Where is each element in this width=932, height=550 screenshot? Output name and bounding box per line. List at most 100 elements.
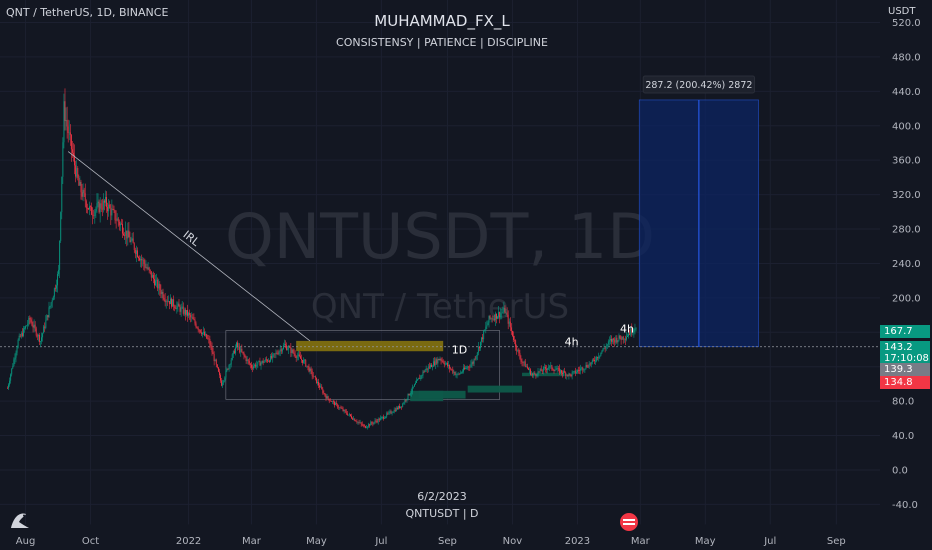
logo-icon[interactable] [8,508,34,532]
candle [284,339,285,346]
candle-body [608,340,610,342]
candle [323,390,325,395]
candle [502,306,504,314]
candle [138,255,139,262]
candle [532,372,534,378]
candle [522,361,524,367]
candle-body [521,361,523,363]
candle [408,393,410,396]
candle-body [550,365,552,366]
candle [584,368,586,374]
candle [418,377,420,380]
candle [459,370,461,375]
candle-body [143,259,145,264]
zone-bull [467,385,523,393]
candle [97,193,99,208]
y-tick-label: 240.0 [892,259,921,270]
candle-body [183,309,185,314]
candle-body [526,366,528,369]
candle-body [558,368,560,373]
candle [529,366,530,374]
candle-body [575,372,577,374]
candle-body [210,345,212,347]
candle [546,365,547,374]
candle-body [416,380,418,383]
candle [348,412,350,417]
candle-body [576,370,578,373]
candle-body [621,336,623,340]
candle [52,295,54,301]
candle [78,174,80,186]
candle-body [356,421,358,423]
candle-body [257,361,259,365]
candle [395,406,397,412]
candle [417,378,419,382]
candle-body [200,332,202,335]
candle-body [275,352,277,354]
candle [591,358,593,365]
candle [302,359,304,366]
candle [484,329,486,332]
candle-body [58,269,60,275]
candle-body [7,388,8,389]
candle [633,327,635,338]
candle [285,340,286,349]
candle-body [500,313,502,318]
candle-body [305,359,307,367]
candle-body [167,301,169,302]
candle [206,333,208,339]
candle-body [454,371,456,375]
candle [384,416,386,419]
candle-body [258,361,260,362]
candle [586,362,588,368]
candle [297,350,299,361]
candle-body [614,339,616,343]
candle [129,231,131,243]
candle [266,359,268,364]
candle [390,409,392,415]
candle [364,425,366,429]
candle [159,281,161,296]
candle [498,306,500,319]
candle-body [18,335,20,340]
candle [94,208,96,224]
candle-body [451,368,453,370]
candle [18,333,20,342]
candle-body [239,346,241,353]
candle [354,418,356,422]
candle-body [125,230,127,236]
candle-body [168,301,170,305]
candle [428,362,430,369]
candle-body [236,342,237,348]
candle-body [533,373,535,375]
candle [77,166,79,181]
candle [149,269,151,275]
candle [51,298,53,308]
symbol-line[interactable]: QNT / TetherUS, 1D, BINANCE [6,6,169,19]
candle-body [331,401,333,402]
candle-body [562,372,563,374]
candle-body [524,361,526,368]
candle-body [135,250,137,254]
candle-body [611,338,612,342]
candle-body [179,306,181,312]
candle [581,366,583,371]
candle-body [354,418,356,421]
flag-icon[interactable] [618,512,640,532]
candle-body [299,356,301,359]
candle-body [488,315,490,323]
candle [211,342,213,356]
candle-body [517,349,519,351]
candle-body [287,349,289,350]
candle-body [273,353,275,355]
candle-body [607,341,609,345]
candle-body [584,368,586,370]
candle-body [344,409,346,412]
candle-body [510,327,512,331]
candle-body [440,358,442,361]
candle [543,363,545,371]
candle-body [551,365,553,370]
candle-body [460,372,462,374]
candle-body [419,377,421,379]
